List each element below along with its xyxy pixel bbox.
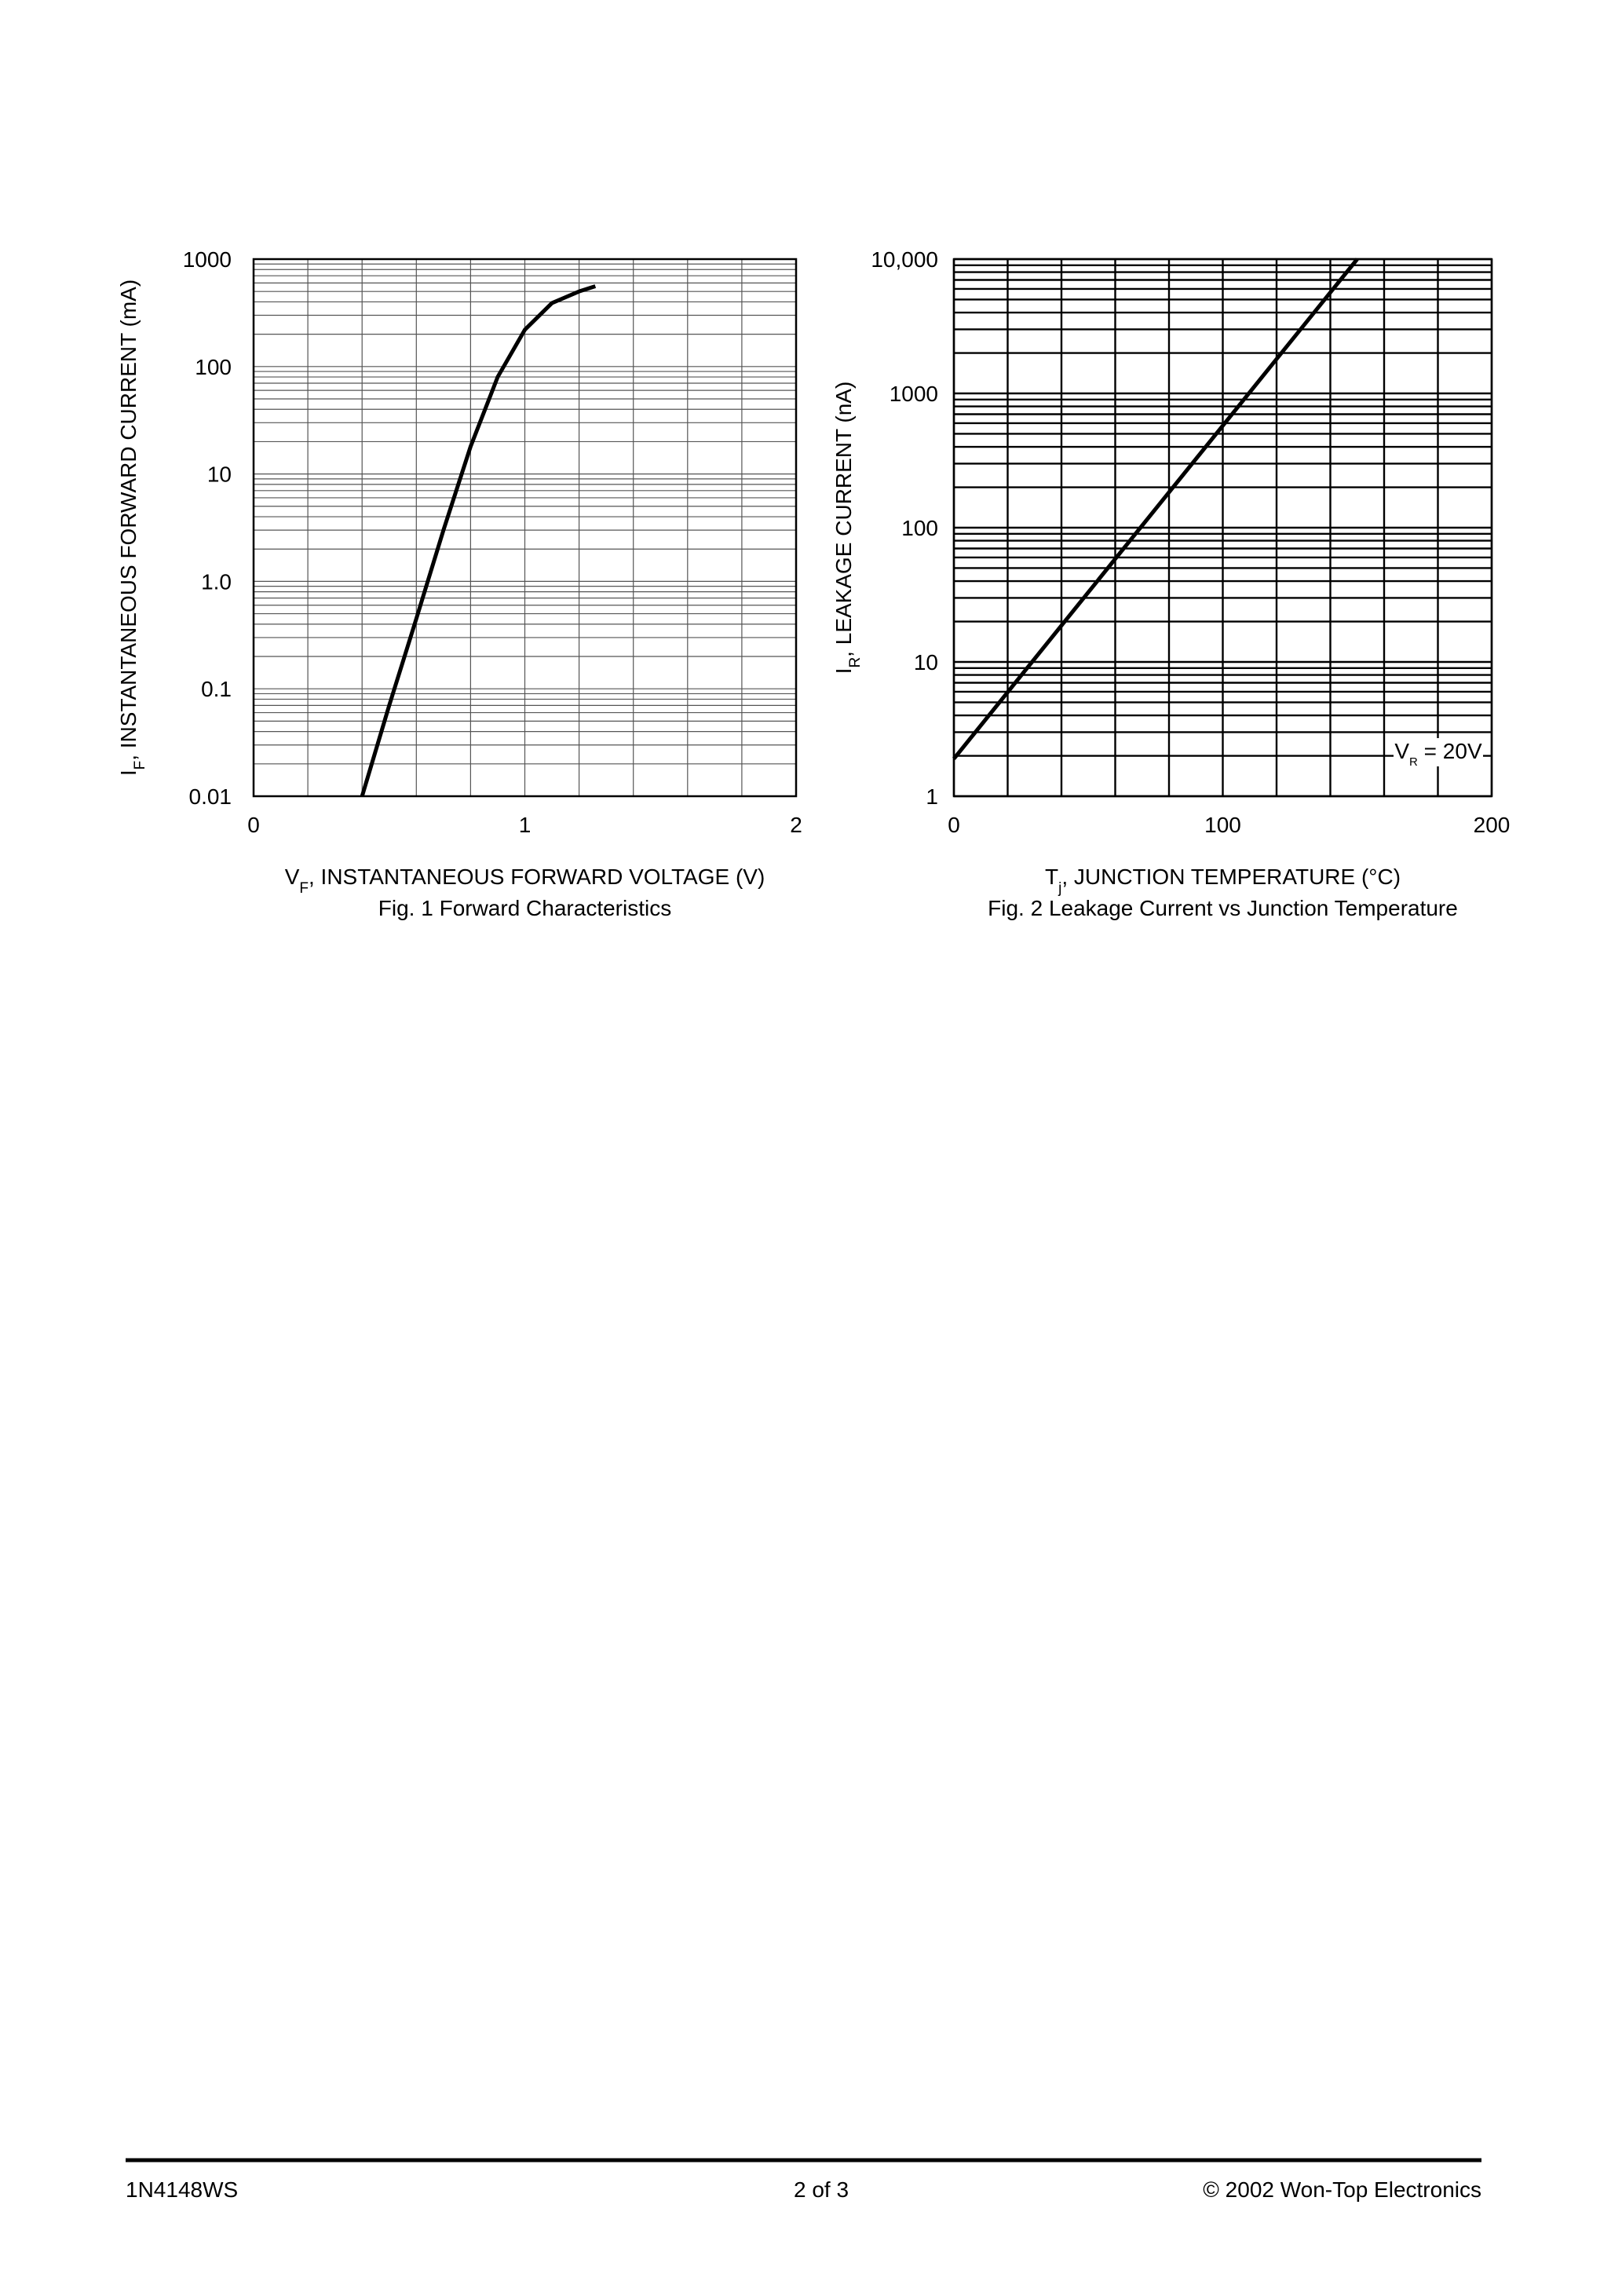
footer-right: © 2002 Won-Top Electronics [1203,2177,1481,2202]
y-tick-label: 100 [195,355,232,379]
label-part: I [116,770,141,776]
label-part: , LEAKAGE CURRENT (nA) [831,382,856,657]
annotation: VR = 20V [1394,739,1482,769]
chart-title: Fig. 2 Leakage Current vs Junction Tempe… [988,896,1458,920]
x-tick-label: 2 [790,813,802,837]
y-axis-title: IR, LEAKAGE CURRENT (nA) [831,382,864,675]
y-tick-label: 10 [914,650,938,675]
y-tick-label: 0.01 [189,784,232,809]
label-part: I [831,668,856,675]
chart: 1 10 100 1000 10,000 0 100 200 Tj, JUNCTION TEMP… [831,247,1510,920]
label-part: , INSTANTANEOUS FORWARD VOLTAGE (V) [309,865,765,889]
label-part: = 20V [1418,739,1482,763]
annotation-bg [1394,738,1483,766]
label-part: , INSTANTANEOUS FORWARD CURRENT (mA) [116,280,141,761]
x-tick-label: 100 [1204,813,1241,837]
x-tick-label: 1 [519,813,532,837]
label-part: F [132,761,148,770]
label-part: R [1409,755,1418,769]
footer-left: 1N4148WS [126,2177,238,2202]
y-tick-label: 1000 [183,247,232,272]
x-tick-label: 0 [247,813,260,837]
y-tick-label: 100 [901,516,938,540]
label-part: V [1394,739,1409,763]
footer-center: 2 of 3 [794,2177,849,2202]
y-axis-title: IF, INSTANTANEOUS FORWARD CURRENT (mA) [116,280,148,776]
label-part: T [1045,865,1058,889]
x-axis-title: Tj, JUNCTION TEMPERATURE (°C) [1045,865,1401,897]
label-part: R [847,657,864,668]
label-part: j [1058,880,1061,897]
label-part: , JUNCTION TEMPERATURE (°C) [1061,865,1401,889]
y-tick-label: 1.0 [201,569,232,594]
y-tick-label: 10 [207,462,232,487]
data-line [360,284,597,797]
plot-frame [252,258,798,798]
y-tick-label: 1000 [890,382,938,406]
chart-title: Fig. 1 Forward Characteristics [378,896,671,920]
plot-frame [952,258,1493,798]
x-tick-label: 200 [1474,813,1511,837]
x-axis-title: VF, INSTANTANEOUS FORWARD VOLTAGE (V) [285,865,765,897]
y-tick-label: 1 [926,784,938,809]
data-line [952,258,1359,760]
x-tick-label: 0 [948,813,960,837]
y-tick-label: 0.1 [201,677,232,701]
label-part: F [299,880,309,897]
y-tick-label: 10,000 [871,247,938,272]
label-part: V [285,865,300,889]
